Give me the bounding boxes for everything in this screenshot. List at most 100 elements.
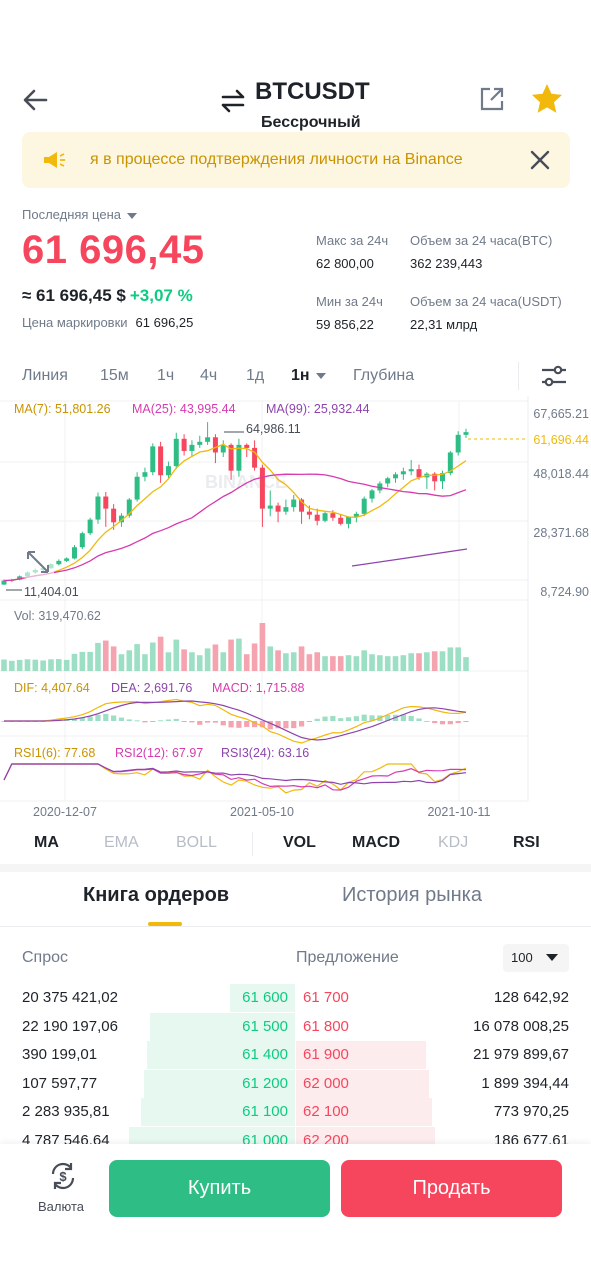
share-icon[interactable]	[479, 86, 505, 112]
order-book-row[interactable]: 22 190 197,06 61 500 61 800 16 078 008,25	[0, 1013, 591, 1041]
divider	[0, 926, 591, 927]
sliders-icon[interactable]	[540, 364, 568, 388]
volume-bar	[9, 661, 15, 671]
candle	[2, 581, 7, 585]
candle	[174, 439, 179, 466]
date-label: 2021-10-11	[427, 805, 490, 819]
volume-bar	[432, 651, 438, 671]
candle	[103, 496, 108, 508]
currency-exchange-icon[interactable]: $	[47, 1160, 79, 1192]
tab-1d[interactable]: 1д	[246, 367, 264, 385]
indicator-vol[interactable]: VOL	[283, 834, 316, 852]
tab-15m[interactable]: 15м	[100, 367, 129, 385]
bid-price: 61 500	[242, 1018, 288, 1035]
close-icon[interactable]	[528, 148, 552, 172]
candle	[315, 515, 320, 521]
depth-select[interactable]: 100	[503, 944, 569, 972]
indicator-macd[interactable]: MACD	[352, 834, 400, 852]
order-book-row[interactable]: 20 375 421,02 61 600 61 700 128 642,92	[0, 984, 591, 1012]
macd-histogram-bar	[456, 721, 461, 723]
announcement-banner[interactable]: я в процессе подтверждения личности на B…	[22, 132, 570, 188]
volume-bar	[56, 659, 62, 671]
ma99-line	[352, 549, 467, 566]
rsi2-line	[4, 764, 466, 790]
order-book-row[interactable]: 390 199,01 61 400 61 900 21 979 899,67	[0, 1041, 591, 1069]
indicator-boll[interactable]: BOLL	[176, 834, 217, 852]
chart-canvas[interactable]: BINANCE MA(7): 51,801.26 MA(25): 43,995.…	[0, 396, 591, 822]
bid-quantity: 2 283 935,81	[22, 1103, 110, 1120]
macd-histogram-bar	[244, 721, 249, 727]
volume-bar	[322, 656, 328, 671]
volume-bar	[416, 653, 422, 671]
candle	[409, 469, 414, 471]
volume-bar	[377, 655, 383, 671]
header: BTCUSDT Бессрочный	[0, 70, 591, 130]
swap-icon	[220, 88, 246, 114]
ma7-label: MA(7): 51,801.26	[14, 402, 111, 416]
volume-bar	[158, 637, 164, 671]
order-book-row[interactable]: 4 787 546,64 61 000 62 200 186 677,61	[0, 1127, 591, 1145]
volume-bar	[455, 647, 461, 671]
tab-4h[interactable]: 4ч	[200, 367, 217, 385]
ma-lines	[4, 444, 467, 580]
price-usd: ≈ 61 696,45 $ +3,07 %	[22, 286, 193, 306]
macd-histogram-bar	[291, 721, 296, 728]
mark-price-value: 61 696,25	[136, 315, 194, 330]
interval-tabs: Линия 15м 1ч 4ч 1д 1н Глубина	[0, 358, 591, 394]
volume-bar	[401, 655, 407, 671]
candles	[2, 422, 469, 585]
volume-bar	[291, 652, 297, 671]
macd-histogram-bar	[448, 721, 453, 724]
macd-histogram-bar	[307, 721, 312, 722]
tab-market-history[interactable]: История рынка	[342, 884, 482, 907]
bid-price: 61 200	[242, 1075, 288, 1092]
candle	[244, 445, 249, 448]
volume-bar	[119, 654, 125, 671]
indicator-rsi[interactable]: RSI	[513, 834, 540, 852]
last-price-label[interactable]: Последняя цена	[22, 207, 137, 222]
indicator-kdj[interactable]: KDJ	[438, 834, 468, 852]
expand-icon[interactable]	[22, 546, 54, 578]
ma25-line	[4, 474, 466, 580]
tab-line[interactable]: Линия	[22, 367, 68, 385]
rsi3-line	[4, 764, 466, 784]
tab-1w[interactable]: 1н	[291, 367, 326, 385]
tab-order-book[interactable]: Книга ордеров	[83, 884, 229, 907]
macd-histogram-bar	[88, 717, 93, 721]
candle	[330, 513, 335, 518]
ask-price: 61 900	[303, 1046, 349, 1063]
price-chart[interactable]: BINANCE MA(7): 51,801.26 MA(25): 43,995.…	[0, 396, 591, 822]
order-book-row[interactable]: 2 283 935,81 61 100 62 100 773 970,25	[0, 1098, 591, 1126]
volume-bar	[33, 660, 39, 671]
macd-histogram-bar	[330, 716, 335, 721]
order-book-row[interactable]: 107 597,77 61 200 62 000 1 899 394,44	[0, 1070, 591, 1098]
banner-text: я в процессе подтверждения личности на B…	[90, 151, 463, 169]
back-arrow-icon[interactable]	[20, 84, 52, 116]
candle	[276, 506, 281, 512]
candle	[88, 520, 93, 534]
tab-depth[interactable]: Глубина	[353, 367, 414, 385]
last-price: 61 696,45	[22, 228, 204, 273]
stat-vol-usdt-value: 22,31 млрд	[410, 317, 562, 332]
candle	[150, 446, 155, 472]
candle	[111, 509, 116, 523]
indicator-ema[interactable]: EMA	[104, 834, 139, 852]
candle	[307, 512, 312, 515]
volume-bar	[463, 657, 469, 671]
macd-histogram-bar	[236, 721, 241, 728]
candle	[323, 513, 328, 521]
volume-bar	[25, 659, 31, 671]
ask-price: 62 000	[303, 1075, 349, 1092]
macd-histogram-bar	[440, 721, 445, 724]
indicator-ma[interactable]: MA	[34, 834, 59, 852]
stat-high: Макс за 24ч 62 800,00	[316, 233, 388, 271]
tab-1h[interactable]: 1ч	[157, 367, 174, 385]
volume-bar	[236, 639, 242, 671]
currency-label[interactable]: Валюта	[38, 1199, 84, 1214]
sell-button[interactable]: Продать	[341, 1160, 562, 1217]
volume-bar	[228, 640, 234, 671]
stat-low-value: 59 856,22	[316, 317, 383, 332]
star-icon[interactable]	[530, 82, 564, 116]
buy-button[interactable]: Купить	[109, 1160, 330, 1217]
candle	[385, 478, 390, 483]
